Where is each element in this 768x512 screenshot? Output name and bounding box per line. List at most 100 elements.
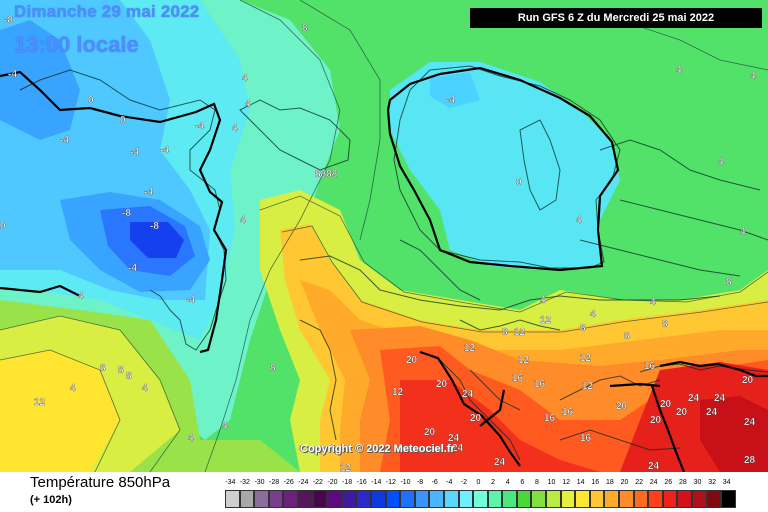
legend-swatch [385,490,401,508]
field-12c-west [0,350,120,472]
isotherm-value-label: -4 [446,95,455,106]
legend-label: -24 [298,479,309,486]
legend-label: 32 [708,479,716,486]
isotherm-value-label: 4 [676,65,682,76]
isotherm-value-label: -8 [122,208,131,219]
legend-swatch [473,490,488,508]
isotherm-value-label: 8 [726,277,732,288]
isotherm-value-label: 24 [648,461,660,472]
isotherm-value-label: 16 [562,407,574,418]
legend-swatch [706,490,722,508]
isotherm-value-label: 24 [744,417,756,428]
legend-label: -26 [283,479,294,486]
isotherm-value-label: -4 [60,135,69,146]
isotherm-value-label: 8 [126,371,132,382]
legend-label: -12 [385,479,396,486]
legend-labels: -34 -32 -30 -28 -26 -24 -22 -20 -18 -16 -14 -12 -10-… [221,479,761,489]
isotherm-value-label: 12 [464,343,476,354]
legend-swatch [560,490,576,508]
isotherm-value-label: 12 [514,327,526,338]
forecast-date: Dimanche 29 mai 2022 [14,2,200,21]
isotherm-contours [0,0,768,472]
isotherm-value-label: 8 [270,363,276,374]
isotherm-value-label: 4 [188,433,194,444]
legend-label: -16 [356,479,367,486]
legend-label: 12 [562,479,570,486]
field-22c [400,380,600,472]
legend-label: 6 [520,479,525,486]
legend-label: 26 [664,479,673,486]
isotherm-value-label: -4 [144,187,153,198]
isotherm-value-label: 24 [452,443,464,454]
isotherm-value-label: -4 [186,295,195,306]
coastlines [19,65,768,461]
legend-label: 4 [505,479,510,486]
legend-swatch [604,490,620,508]
isotherm-value-label: -4 [195,121,204,132]
legend-label: -4 [446,479,453,486]
isotherm-value-label: 0 [88,95,94,106]
lead-time: (+ 102h) [30,494,72,506]
legend-swatch [268,490,284,508]
isotherm-value-label: 4 [590,309,596,320]
isotherm-value-label: 4 [70,383,76,394]
isotherm-value-label: 4 [78,291,84,302]
field-26c [700,396,768,472]
isotherm-value-label: 20 [424,427,436,438]
legend-label: 0 [476,479,481,486]
legend-label: -10 [400,479,411,486]
isotherm-value-label: 4 [240,215,246,226]
isotherm-value-label: 12 [580,353,592,364]
forecast-time: 13:00 locale [14,32,139,57]
copyright-notice: Copyright © 2022 Meteociel.fr [300,443,455,455]
legend-label: 30 [693,479,702,486]
legend-swatch [443,490,459,508]
field-scandinavia-inner [430,72,480,108]
legend-label: 8 [534,479,539,486]
isotherm-value-label: 4 [740,227,746,238]
legend-swatch [677,490,692,508]
legend-swatch [502,490,517,508]
isotherm-value-label: 4 [650,297,656,308]
isotherm-value-label: 24 [494,457,506,468]
legend-label: -30 [254,479,265,486]
legend-swatch [239,490,255,508]
isotherm-value-label: 4 [142,383,148,394]
isotherm-value-label: 16 [534,379,546,390]
legend-label: 16 [591,479,600,486]
isotherm-value-label: 4 [242,73,248,84]
model-run-label: Run GFS 6 Z du Mercredi 25 mai 2022 [470,8,762,28]
isotherm-value-label: 4 [222,421,228,432]
legend-swatch [575,490,590,508]
isotherm-value-label: 20 [742,375,754,386]
isotherm-value-label: 4 [232,123,238,134]
isotherm-value-label: 24 [448,433,460,444]
legend-label: -20 [327,479,338,486]
isotherm-value-label: 20 [436,379,448,390]
isotherm-value-label: 8 [662,319,668,330]
isotherm-value-label: 12 [540,315,552,326]
legend-swatch [692,490,707,508]
legend-swatch [429,490,444,508]
legend-swatch [312,490,328,508]
legend-label: 2 [491,479,496,486]
legend-swatch [414,490,430,508]
color-legend [225,490,736,508]
field-minus10c [130,222,184,258]
isotherm-value-label: -4 [128,263,137,274]
legend-swatch [633,490,649,508]
isotherm-value-label: 16 [544,413,556,424]
legend-swatch [619,490,634,508]
isotherm-value-label: -4 [8,69,17,80]
isotherm-value-label: 16 [512,373,524,384]
legend-swatch [516,490,532,508]
legend-swatch [356,490,371,508]
isotherm-value-label: 12 [582,381,594,392]
isotherm-value-label: 20 [676,407,688,418]
legend-label: 34 [722,479,731,486]
legend-swatch [589,490,605,508]
legend-swatch [721,490,736,508]
legend-swatch [225,490,240,508]
